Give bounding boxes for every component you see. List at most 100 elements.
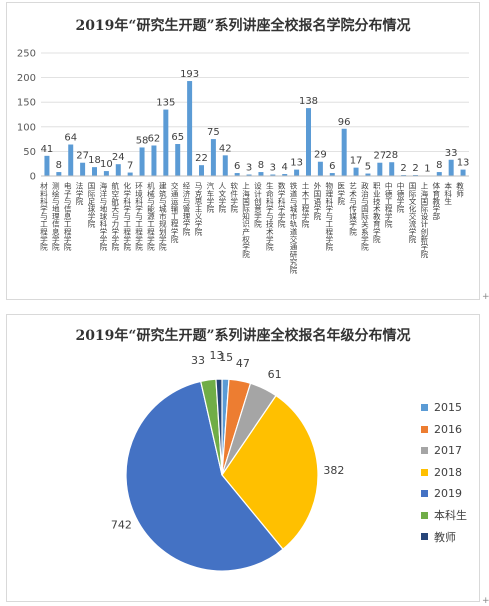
x-tick-label: 法学院 xyxy=(75,181,84,206)
bar xyxy=(294,170,299,176)
y-tick-label: 200 xyxy=(17,73,36,84)
legend-swatch xyxy=(421,447,428,454)
bar xyxy=(461,170,466,176)
bar-value-label: 33 xyxy=(445,148,458,159)
x-tick-label: 国际足球学院 xyxy=(87,182,96,229)
bar-value-label: 7 xyxy=(127,161,133,172)
pie-value-label: 382 xyxy=(323,464,344,477)
bar xyxy=(104,171,109,176)
bar-value-label: 13 xyxy=(457,158,470,169)
x-tick-label: 中德工程学院 xyxy=(384,181,393,229)
x-tick-label: 建筑与城市规划学院 xyxy=(158,181,167,252)
bar-value-label: 13 xyxy=(290,158,303,169)
y-tick-label: 0 xyxy=(30,172,36,183)
legend-item: 教师 xyxy=(421,526,467,548)
x-tick-label: 海洋与地球科学学院 xyxy=(99,181,108,252)
bar-value-label: 65 xyxy=(171,132,184,143)
bar-value-label: 29 xyxy=(314,150,327,161)
text-cursor-mark: + xyxy=(482,292,489,302)
legend-label: 本科生 xyxy=(434,507,467,523)
bar xyxy=(449,160,454,176)
bar-value-label: 6 xyxy=(234,161,240,172)
x-tick-label: 外国语学院 xyxy=(313,181,322,221)
x-tick-label: 教师 xyxy=(455,181,464,199)
bar-value-label: 8 xyxy=(436,160,442,171)
legend-item: 2017 xyxy=(421,440,467,462)
bar-value-label: 3 xyxy=(246,163,252,174)
x-tick-label: 设计创意学院 xyxy=(253,181,262,229)
bar xyxy=(342,129,347,176)
bar xyxy=(44,156,49,176)
bar xyxy=(318,162,323,176)
legend-item: 2018 xyxy=(421,462,467,484)
bar-value-label: 42 xyxy=(219,143,232,154)
x-tick-label: 物理科学与工程学院 xyxy=(325,181,334,252)
legend-swatch xyxy=(421,426,428,433)
bar-value-label: 8 xyxy=(56,160,62,171)
pie-value-label: 61 xyxy=(268,368,282,381)
bar-value-label: 5 xyxy=(365,162,371,173)
x-tick-label: 上海国际设计创新学院 xyxy=(420,182,429,259)
bar-value-label: 75 xyxy=(207,127,220,138)
pie-value-label: 47 xyxy=(236,357,250,370)
x-tick-label: 数学科学学院 xyxy=(277,181,286,229)
pie-value-label: 13 xyxy=(209,349,223,362)
pie-value-label: 33 xyxy=(191,354,205,367)
legend-label: 2015 xyxy=(434,401,462,414)
bar xyxy=(140,147,145,176)
bar-value-label: 58 xyxy=(136,135,149,146)
bar xyxy=(223,155,228,176)
bar-value-label: 24 xyxy=(112,152,125,163)
x-tick-label: 机械与能源工程学院 xyxy=(146,181,155,252)
bar-value-label: 41 xyxy=(41,144,54,155)
bar-value-label: 135 xyxy=(156,98,175,109)
bar xyxy=(389,162,394,176)
bar xyxy=(211,139,216,176)
bar xyxy=(437,172,442,176)
legend-label: 2016 xyxy=(434,423,462,436)
legend-label: 教师 xyxy=(434,529,456,545)
x-tick-label: 马克思主义学院 xyxy=(194,182,203,237)
x-tick-label: 材料科学与工程学院 xyxy=(39,181,48,252)
y-tick-label: 150 xyxy=(17,98,36,109)
bar xyxy=(354,168,359,176)
x-tick-label: 环境科学与工程学院 xyxy=(134,182,143,252)
y-tick-label: 50 xyxy=(23,147,36,158)
bar xyxy=(258,172,263,176)
x-tick-label: 航空航天与力学学院 xyxy=(111,181,120,252)
bar-value-label: 22 xyxy=(195,153,208,164)
x-tick-label: 中德学院 xyxy=(396,181,405,214)
bar-value-label: 6 xyxy=(329,161,335,172)
y-tick-label: 100 xyxy=(17,122,36,133)
legend-label: 2017 xyxy=(434,444,462,457)
bar-value-label: 2 xyxy=(400,163,406,174)
x-tick-label: 测绘与地理信息学院 xyxy=(51,182,60,252)
x-tick-label: 土木工程学院 xyxy=(301,181,310,229)
x-tick-label: 国际文化交流学院 xyxy=(408,182,417,244)
bar xyxy=(187,81,192,176)
x-tick-label: 生命科学与技术学院 xyxy=(265,181,274,252)
legend-item: 本科生 xyxy=(421,505,467,527)
bar xyxy=(80,163,85,176)
bar xyxy=(163,110,168,176)
x-tick-label: 交通运输工程学院 xyxy=(170,181,179,244)
bar-value-label: 138 xyxy=(299,96,318,107)
bar-value-label: 1 xyxy=(424,164,430,175)
bar-value-label: 64 xyxy=(64,133,77,144)
x-tick-label: 本科生 xyxy=(443,181,452,205)
legend-label: 2018 xyxy=(434,466,462,479)
bar xyxy=(306,108,311,176)
bar-value-label: 18 xyxy=(88,155,101,166)
bar xyxy=(116,164,121,176)
bar-value-label: 10 xyxy=(100,159,113,170)
legend-item: 2016 xyxy=(421,419,467,441)
legend-swatch xyxy=(421,404,428,411)
x-tick-label: 铁道与城市轨道交通研究院 xyxy=(289,181,298,275)
bar xyxy=(175,144,180,176)
bar-value-label: 2 xyxy=(412,163,418,174)
x-tick-label: 人文学院 xyxy=(218,182,227,214)
x-tick-label: 软件学院 xyxy=(229,181,238,214)
bar-value-label: 17 xyxy=(350,156,363,167)
